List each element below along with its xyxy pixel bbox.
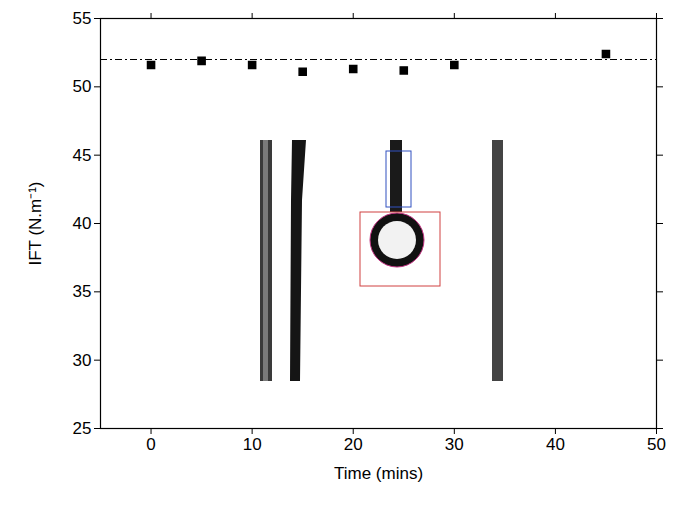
svg-text:50: 50: [647, 435, 666, 454]
svg-text:55: 55: [73, 9, 92, 28]
svg-text:25: 25: [73, 419, 92, 438]
svg-text:30: 30: [445, 435, 464, 454]
svg-text:50: 50: [73, 77, 92, 96]
svg-text:0: 0: [146, 435, 155, 454]
svg-text:Time (mins): Time (mins): [334, 464, 423, 483]
svg-text:IFT (N.m⁻¹): IFT (N.m⁻¹): [26, 181, 45, 265]
svg-text:30: 30: [73, 351, 92, 370]
svg-text:40: 40: [546, 435, 565, 454]
svg-text:45: 45: [73, 146, 92, 165]
svg-text:10: 10: [243, 435, 262, 454]
svg-text:40: 40: [73, 214, 92, 233]
svg-text:35: 35: [73, 282, 92, 301]
svg-text:20: 20: [344, 435, 363, 454]
